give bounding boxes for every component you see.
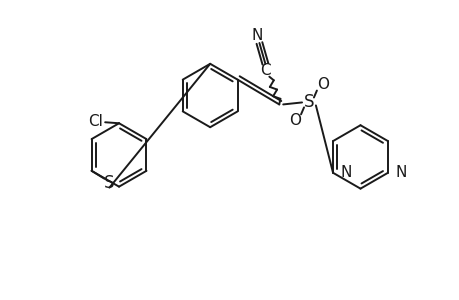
Text: C: C	[259, 63, 270, 78]
Text: N: N	[340, 165, 352, 180]
Text: S: S	[104, 174, 114, 192]
Text: N: N	[251, 28, 263, 43]
Text: S: S	[303, 93, 313, 111]
Text: Cl: Cl	[88, 114, 103, 129]
Text: O: O	[316, 77, 328, 92]
Text: N: N	[395, 165, 406, 180]
Text: O: O	[288, 113, 301, 128]
